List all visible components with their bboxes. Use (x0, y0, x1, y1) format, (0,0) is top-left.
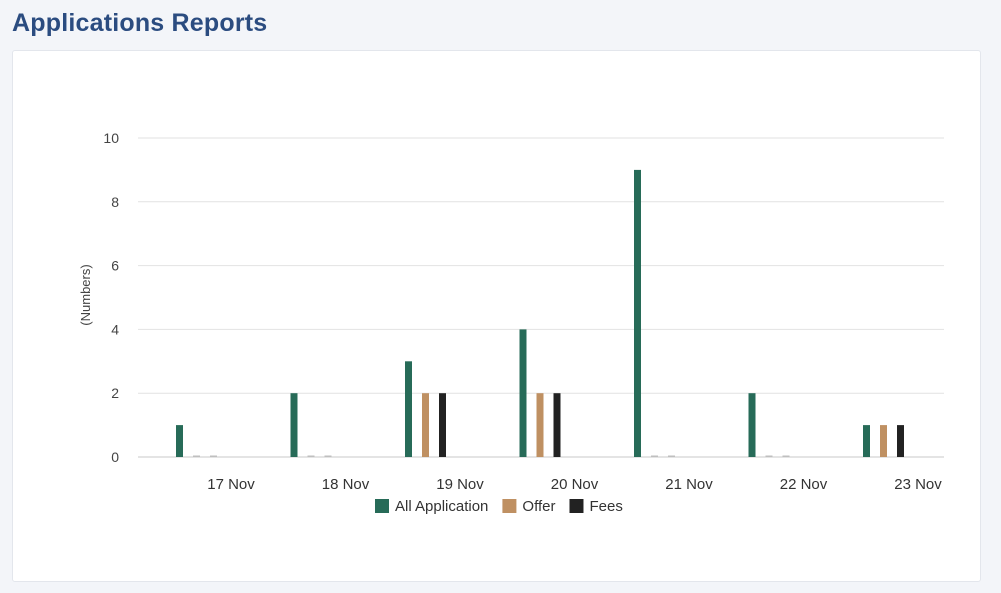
legend-swatch (375, 499, 389, 513)
bar-all-application[interactable] (290, 393, 298, 457)
bar-chart: 0 2 4 6 8 10 (Numbers) 17 Nov 18 Nov 19 Nov 20 N… (78, 130, 944, 515)
bar-fees[interactable] (553, 393, 561, 457)
legend-label: Offer (522, 498, 555, 515)
bar-all-application[interactable] (405, 361, 412, 457)
x-tick-label: 21 Nov (665, 476, 713, 493)
x-tick-label: 19 Nov (436, 476, 484, 493)
legend-item[interactable]: All Application (375, 498, 488, 515)
bar-fees[interactable] (897, 425, 904, 457)
bar-offer[interactable] (651, 455, 658, 458)
x-tick-label: 20 Nov (551, 476, 599, 493)
x-tick-label: 18 Nov (322, 476, 370, 493)
bar-offer[interactable] (193, 455, 200, 458)
grid-lines (138, 137, 944, 458)
bar-all-application[interactable] (748, 393, 756, 457)
y-tick-label: 0 (111, 449, 119, 465)
legend: All Application Offer Fees (375, 498, 623, 515)
y-tick-label: 6 (111, 258, 119, 274)
bar-offer[interactable] (422, 393, 429, 457)
legend-swatch (502, 499, 517, 513)
bar-fees[interactable] (668, 455, 675, 458)
y-tick-label: 8 (111, 194, 119, 210)
bar-fees[interactable] (782, 455, 790, 458)
y-tick-label: 10 (103, 130, 119, 146)
bar-all-application[interactable] (519, 329, 527, 457)
bar-offer[interactable] (765, 455, 773, 458)
page-title: Applications Reports (12, 9, 268, 37)
bar-offer[interactable] (307, 455, 315, 458)
chart-card: 0 2 4 6 8 10 (Numbers) 17 Nov 18 Nov 19 Nov 20 N… (12, 50, 981, 582)
x-tick-label: 22 Nov (780, 476, 828, 493)
bar-fees[interactable] (210, 455, 217, 458)
bar-fees[interactable] (439, 393, 446, 457)
bar-offer[interactable] (536, 393, 544, 457)
bars (176, 169, 904, 458)
bar-all-application[interactable] (176, 425, 183, 457)
bar-fees[interactable] (324, 455, 332, 458)
legend-label: Fees (589, 498, 622, 515)
x-axis-ticks: 17 Nov 18 Nov 19 Nov 20 Nov 21 Nov 22 Nov 23 N… (207, 476, 942, 493)
y-axis-ticks: 0 2 4 6 8 10 (103, 130, 119, 465)
x-tick-label: 17 Nov (207, 476, 255, 493)
x-tick-label: 23 Nov (894, 476, 942, 493)
bar-offer[interactable] (880, 425, 887, 457)
bar-all-application[interactable] (634, 169, 641, 457)
y-tick-label: 2 (111, 385, 119, 401)
y-tick-label: 4 (111, 321, 119, 337)
legend-item[interactable]: Offer (502, 498, 555, 515)
y-axis-label: (Numbers) (78, 264, 93, 325)
legend-item[interactable]: Fees (569, 498, 623, 515)
legend-swatch (569, 499, 584, 513)
legend-label: All Application (395, 498, 488, 515)
bar-all-application[interactable] (863, 425, 870, 457)
